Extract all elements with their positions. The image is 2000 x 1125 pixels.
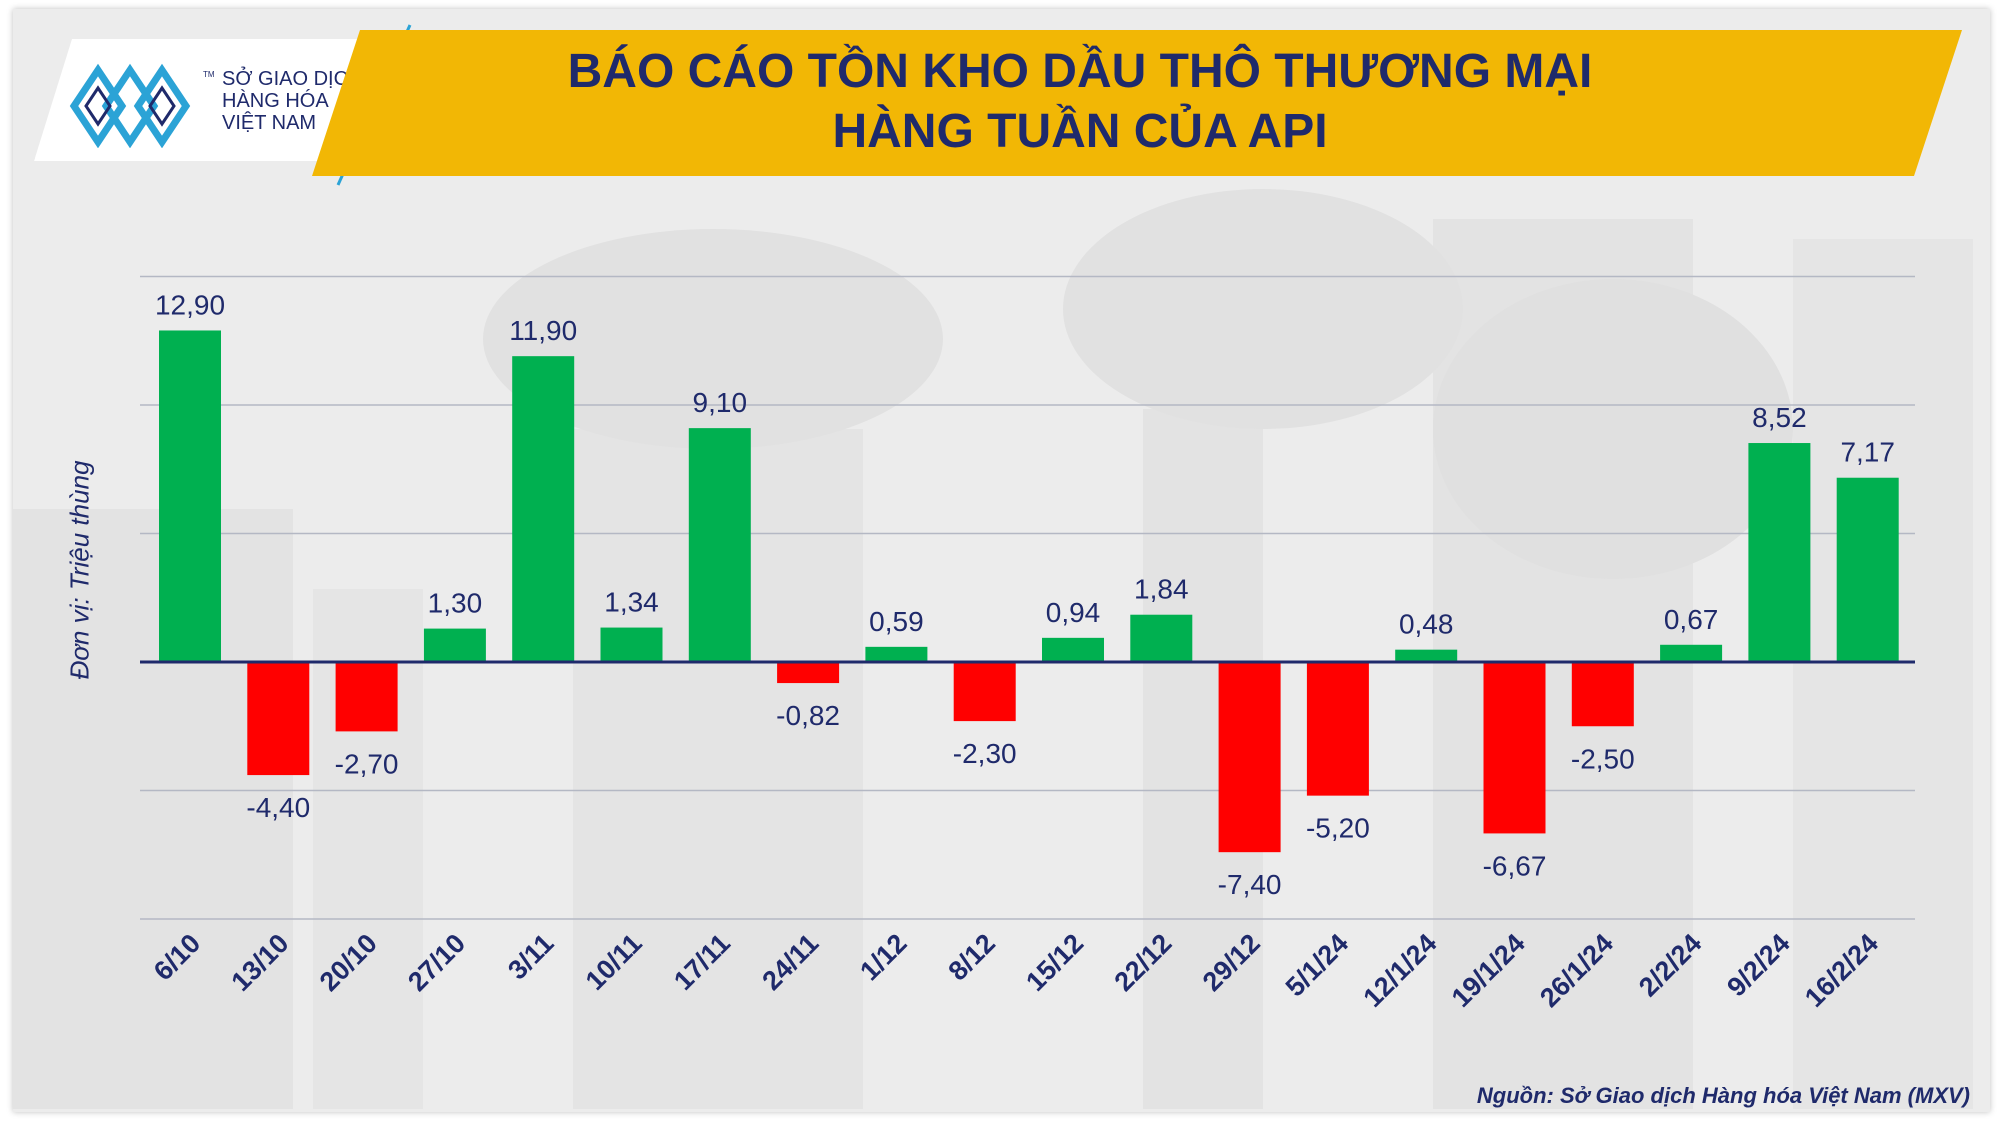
bar-15 bbox=[1483, 662, 1546, 834]
logo-text: SỞ GIAO DỊCH HÀNG HÓA VIỆT NAM bbox=[222, 68, 363, 134]
data-label-12: -7,40 bbox=[1218, 869, 1282, 900]
bar-17 bbox=[1660, 644, 1723, 662]
x-tick-label-3: 27/10 bbox=[402, 928, 471, 997]
data-label-16: -2,50 bbox=[1571, 743, 1635, 774]
trademark-mark: TM bbox=[203, 70, 215, 79]
data-label-13: -5,20 bbox=[1306, 813, 1370, 844]
bar-16 bbox=[1571, 662, 1634, 727]
data-label-18: 8,52 bbox=[1752, 402, 1807, 433]
x-tick-label-8: 1/12 bbox=[854, 928, 912, 986]
logo-line-3: VIỆT NAM bbox=[222, 112, 317, 134]
bar-8 bbox=[865, 646, 928, 662]
bar-5 bbox=[600, 627, 663, 662]
data-label-19: 7,17 bbox=[1840, 437, 1895, 468]
bar-2 bbox=[335, 662, 398, 732]
data-label-4: 11,90 bbox=[509, 315, 577, 346]
data-label-9: -2,30 bbox=[953, 738, 1017, 769]
data-label-5: 1,34 bbox=[604, 587, 659, 618]
data-label-3: 1,30 bbox=[428, 588, 483, 619]
logo-line-2: HÀNG HÓA bbox=[222, 90, 329, 112]
data-label-14: 0,48 bbox=[1399, 609, 1454, 640]
mxv-logo-icon bbox=[69, 63, 191, 148]
x-tick-label-6: 17/11 bbox=[668, 928, 736, 996]
data-label-1: -4,40 bbox=[246, 792, 310, 823]
bar-13 bbox=[1306, 662, 1369, 796]
source-note: Nguồn: Sở Giao dịch Hàng hóa Việt Nam (M… bbox=[1476, 1083, 1970, 1108]
bar-0 bbox=[159, 330, 221, 662]
data-label-6: 9,10 bbox=[693, 387, 748, 418]
x-tick-label-18: 9/2/24 bbox=[1721, 928, 1795, 1002]
x-tick-label-1: 13/10 bbox=[226, 928, 295, 997]
bar-10 bbox=[1042, 637, 1104, 662]
title-banner bbox=[312, 30, 1962, 176]
data-label-2: -2,70 bbox=[335, 748, 399, 779]
bar-1 bbox=[247, 662, 310, 776]
data-label-11: 1,84 bbox=[1134, 574, 1189, 605]
bar-6 bbox=[688, 428, 751, 662]
bar-18 bbox=[1748, 443, 1811, 662]
x-tick-label-13: 5/1/24 bbox=[1280, 928, 1354, 1002]
x-tick-label-17: 2/2/24 bbox=[1633, 928, 1707, 1002]
x-tick-label-14: 12/1/24 bbox=[1358, 928, 1443, 1013]
chart-frame bbox=[13, 9, 1990, 1112]
bar-9 bbox=[953, 662, 1016, 722]
page-title: BÁO CÁO TỒN KHO DẦU THÔ THƯƠNG MẠI HÀNG … bbox=[380, 42, 1780, 162]
bar-19 bbox=[1836, 477, 1899, 662]
bar-14 bbox=[1395, 649, 1458, 662]
x-tick-label-9: 8/12 bbox=[943, 928, 1001, 986]
x-tick-label-7: 24/11 bbox=[756, 928, 824, 996]
x-tick-label-0: 6/10 bbox=[148, 928, 206, 986]
x-tick-label-16: 26/1/24 bbox=[1534, 928, 1619, 1013]
x-tick-label-10: 15/12 bbox=[1020, 928, 1089, 997]
bar-4 bbox=[512, 356, 575, 662]
bar-7 bbox=[777, 662, 840, 684]
data-label-10: 0,94 bbox=[1046, 597, 1101, 628]
data-label-0: 12,90 bbox=[155, 289, 225, 320]
data-label-15: -6,67 bbox=[1483, 850, 1547, 881]
x-tick-label-2: 20/10 bbox=[314, 928, 383, 997]
title-line-2: HÀNG TUẦN CỦA API bbox=[832, 105, 1328, 158]
x-tick-label-19: 16/2/24 bbox=[1799, 928, 1884, 1013]
title-line-1: BÁO CÁO TỒN KHO DẦU THÔ THƯƠNG MẠI bbox=[567, 45, 1593, 98]
bar-12 bbox=[1218, 662, 1281, 853]
x-tick-label-11: 22/12 bbox=[1109, 928, 1178, 997]
data-label-8: 0,59 bbox=[869, 606, 924, 637]
bar-3 bbox=[423, 628, 486, 662]
x-tick-label-12: 29/12 bbox=[1197, 928, 1266, 997]
bar-11 bbox=[1130, 614, 1193, 662]
data-label-17: 0,67 bbox=[1664, 604, 1719, 635]
x-tick-label-15: 19/1/24 bbox=[1446, 928, 1531, 1013]
x-tick-label-5: 10/11 bbox=[580, 928, 648, 996]
x-tick-label-4: 3/11 bbox=[502, 928, 559, 985]
logo-line-1: SỞ GIAO DỊCH bbox=[222, 68, 363, 90]
data-label-7: -0,82 bbox=[776, 700, 840, 731]
